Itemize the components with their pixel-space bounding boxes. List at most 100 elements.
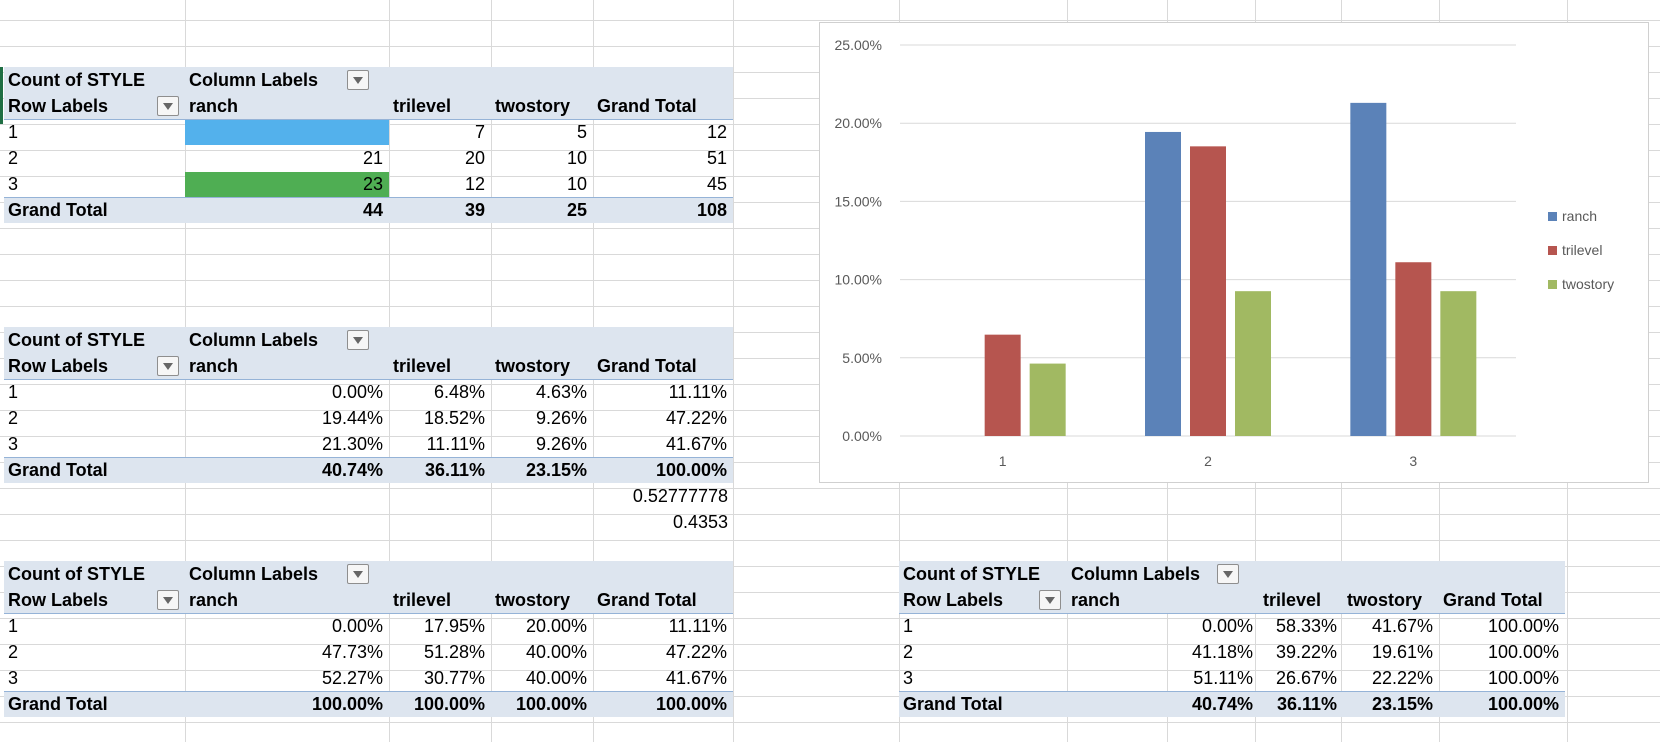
row-filter-dropdown-icon[interactable] — [1039, 590, 1061, 610]
pivot-value-cell[interactable]: 6.48% — [433, 382, 485, 402]
pivot-value-cell[interactable]: 100.00% — [1487, 616, 1559, 636]
pivot-value-cell[interactable]: 12 — [706, 122, 727, 142]
row-label[interactable]: 3 — [8, 434, 19, 454]
column-filter-dropdown-icon[interactable] — [347, 70, 369, 90]
count-of-style-label[interactable]: Count of STYLE — [903, 564, 1040, 584]
pivot-value-cell[interactable]: 51.28% — [423, 642, 485, 662]
grand-total-value[interactable]: 108 — [696, 200, 727, 220]
pivot-value-cell[interactable]: 20 — [464, 148, 485, 168]
pivot-value-cell[interactable]: 12 — [464, 174, 485, 194]
grand-total-value[interactable]: 44 — [362, 200, 383, 220]
row-label[interactable]: 1 — [8, 122, 19, 142]
pivot-value-cell[interactable]: 10 — [566, 148, 587, 168]
pivot-value-cell[interactable]: 20.00% — [525, 616, 587, 636]
count-of-style-label[interactable]: Count of STYLE — [8, 564, 145, 584]
pivot-value-cell[interactable]: 18.52% — [423, 408, 485, 428]
count-of-style-label[interactable]: Count of STYLE — [8, 330, 145, 350]
count-of-style-label[interactable]: Count of STYLE — [8, 70, 145, 90]
row-filter-dropdown-icon[interactable] — [157, 96, 179, 116]
pivot-value-cell[interactable] — [185, 119, 383, 145]
column-header-twostory[interactable]: twostory — [495, 590, 571, 610]
column-header-twostory[interactable]: twostory — [495, 96, 571, 116]
column-filter-dropdown-icon[interactable] — [347, 564, 369, 584]
column-header-twostory[interactable]: twostory — [1347, 590, 1423, 610]
pivot-value-cell[interactable]: 26.67% — [1275, 668, 1337, 688]
grand-total-label[interactable]: Grand Total — [903, 694, 1003, 714]
row-label[interactable]: 1 — [8, 616, 19, 636]
extra-value-1[interactable]: 0.52777778 — [632, 486, 728, 506]
row-label[interactable]: 1 — [8, 382, 19, 402]
pivot-value-cell[interactable]: 0.00% — [1201, 616, 1253, 636]
column-filter-dropdown-icon[interactable] — [347, 330, 369, 350]
column-header-trilevel[interactable]: trilevel — [393, 96, 452, 116]
pivot-value-cell[interactable]: 9.26% — [535, 434, 587, 454]
pivot-value-cell[interactable]: 47.73% — [321, 642, 383, 662]
column-header-grand-total[interactable]: Grand Total — [597, 96, 697, 116]
grand-total-value[interactable]: 100.00% — [655, 694, 727, 714]
pivot-value-cell[interactable]: 52.27% — [321, 668, 383, 688]
grand-total-value[interactable]: 23.15% — [1371, 694, 1433, 714]
column-header-ranch[interactable]: ranch — [1071, 590, 1121, 610]
grand-total-label[interactable]: Grand Total — [8, 460, 108, 480]
pivot-value-cell[interactable]: 21.30% — [321, 434, 383, 454]
pivot-value-cell[interactable]: 23 — [362, 174, 383, 194]
column-labels-header[interactable]: Column Labels — [189, 70, 319, 90]
column-filter-dropdown-icon[interactable] — [1217, 564, 1239, 584]
column-header-grand-total[interactable]: Grand Total — [597, 590, 697, 610]
grand-total-value[interactable]: 23.15% — [525, 460, 587, 480]
row-labels-header[interactable]: Row Labels — [8, 590, 109, 610]
column-header-trilevel[interactable]: trilevel — [393, 590, 452, 610]
row-filter-dropdown-icon[interactable] — [157, 590, 179, 610]
grand-total-value[interactable]: 25 — [566, 200, 587, 220]
pivot-value-cell[interactable]: 47.22% — [665, 408, 727, 428]
pivot-value-cell[interactable]: 11.11% — [668, 616, 727, 636]
grand-total-value[interactable]: 36.11% — [1276, 694, 1337, 714]
pivot-value-cell[interactable]: 100.00% — [1487, 668, 1559, 688]
grand-total-value[interactable]: 100.00% — [413, 694, 485, 714]
grand-total-value[interactable]: 100.00% — [515, 694, 587, 714]
column-header-ranch[interactable]: ranch — [189, 96, 239, 116]
pivot-value-cell[interactable]: 47.22% — [665, 642, 727, 662]
row-label[interactable]: 2 — [8, 148, 19, 168]
grand-total-label[interactable]: Grand Total — [8, 200, 108, 220]
grand-total-value[interactable]: 39 — [464, 200, 485, 220]
column-header-ranch[interactable]: ranch — [189, 590, 239, 610]
chart-area[interactable]: 0.00% 5.00% 10.00% 15.00% 20.00% 25.00% 1 2 3 ran… — [819, 22, 1649, 483]
column-labels-header[interactable]: Column Labels — [1071, 564, 1201, 584]
column-labels-header[interactable]: Column Labels — [189, 564, 319, 584]
row-label[interactable]: 3 — [903, 668, 914, 688]
column-header-ranch[interactable]: ranch — [189, 356, 239, 376]
pivot-value-cell[interactable]: 30.77% — [423, 668, 485, 688]
pivot-value-cell[interactable]: 7 — [474, 122, 485, 142]
pivot-value-cell[interactable]: 5 — [576, 122, 587, 142]
pivot-value-cell[interactable]: 0.00% — [331, 616, 383, 636]
row-label[interactable]: 3 — [8, 668, 19, 688]
row-label[interactable]: 2 — [8, 642, 19, 662]
pivot-value-cell[interactable]: 100.00% — [1487, 642, 1559, 662]
row-labels-header[interactable]: Row Labels — [8, 96, 109, 116]
pivot-value-cell[interactable]: 22.22% — [1371, 668, 1433, 688]
pivot-value-cell[interactable]: 40.00% — [525, 668, 587, 688]
pivot-value-cell[interactable]: 58.33% — [1275, 616, 1337, 636]
grand-total-value[interactable]: 100.00% — [1487, 694, 1559, 714]
row-labels-header[interactable]: Row Labels — [8, 356, 109, 376]
row-label[interactable]: 3 — [8, 174, 19, 194]
pivot-value-cell[interactable]: 0.00% — [331, 382, 383, 402]
pivot-value-cell[interactable]: 51.11% — [1193, 668, 1253, 688]
extra-value-2[interactable]: 0.4353 — [672, 512, 728, 532]
grand-total-value[interactable]: 40.74% — [321, 460, 383, 480]
grand-total-value[interactable]: 100.00% — [311, 694, 383, 714]
grand-total-label[interactable]: Grand Total — [8, 694, 108, 714]
pivot-value-cell[interactable]: 19.44% — [321, 408, 383, 428]
column-header-grand-total[interactable]: Grand Total — [1443, 590, 1543, 610]
row-filter-dropdown-icon[interactable] — [157, 356, 179, 376]
column-header-twostory[interactable]: twostory — [495, 356, 571, 376]
pivot-value-cell[interactable]: 21 — [362, 148, 383, 168]
column-header-trilevel[interactable]: trilevel — [393, 356, 452, 376]
pivot-value-cell[interactable]: 40.00% — [525, 642, 587, 662]
pivot-value-cell[interactable]: 45 — [706, 174, 727, 194]
row-labels-header[interactable]: Row Labels — [903, 590, 1004, 610]
grand-total-value[interactable]: 36.11% — [424, 460, 485, 480]
pivot-value-cell[interactable]: 11.11% — [668, 382, 727, 402]
row-label[interactable]: 2 — [903, 642, 914, 662]
